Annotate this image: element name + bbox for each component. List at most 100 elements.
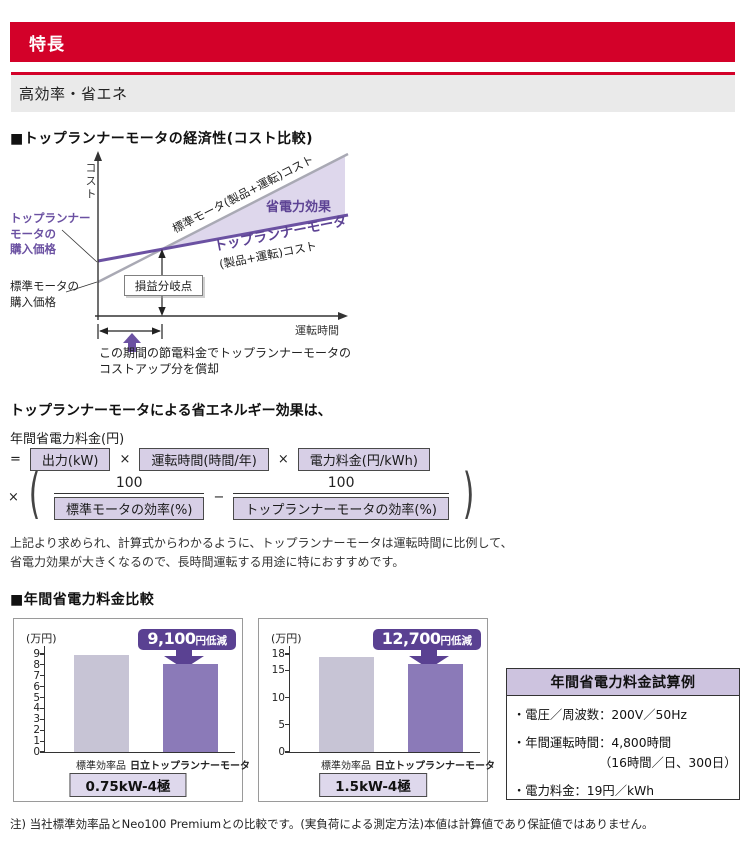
formula-box-hours: 運転時間(時間/年) xyxy=(139,448,269,471)
formula-box-std-efficiency: 標準モータの効率(%) xyxy=(53,496,205,520)
standard-price-label: 標準モータの 購入価格 xyxy=(10,279,79,310)
explanation-line2: 省電力効果が大きくなるので、長時間運転する用途に特におすすめです。 xyxy=(10,555,405,570)
bar-top-runner-motor xyxy=(408,664,463,752)
explanation-line1: 上記より求められ、計算式からわかるように、トップランナーモータは運転時間に比例し… xyxy=(10,536,513,550)
chart-y-axis xyxy=(44,646,46,752)
y-tick-label: 9 xyxy=(33,648,40,660)
saving-badge: 9,100 円低減 xyxy=(138,629,236,650)
y-tick-mark xyxy=(285,724,289,726)
y-tick-label: 1 xyxy=(33,735,40,748)
break-even-arrow-up xyxy=(158,249,166,258)
chart-unit-label: (万円) xyxy=(271,632,302,645)
bracket-arrow-left xyxy=(99,327,108,335)
y-tick-label: 15 xyxy=(271,664,285,677)
bar-standard-motor xyxy=(319,657,374,752)
estimation-line-hours: ・年間運転時間：4,800時間 xyxy=(513,736,672,750)
y-tick-label: 10 xyxy=(271,691,285,704)
chart-panel-15kw: (万円) 12,700 円低減 1.5kW-4極 0 5 10 15 18 標準効率品 日立… xyxy=(258,618,495,802)
motor-model-box: 0.75kW-4極 xyxy=(69,773,187,797)
estimation-line-price: ・電力料金：19円／kWh xyxy=(513,784,655,798)
diagram-canvas xyxy=(61,151,349,352)
y-tick-mark xyxy=(285,653,289,655)
motor-model-box: 1.5kW-4極 xyxy=(319,773,427,797)
top-runner-price-label: トップランナー モータの 購入価格 xyxy=(10,211,91,258)
chart-y-axis xyxy=(289,646,291,752)
y-tick-mark xyxy=(40,653,44,655)
saving-badge: 12,700 円低減 xyxy=(372,629,481,650)
open-paren: ( xyxy=(28,462,41,525)
top-runner-price-line2: モータの xyxy=(10,226,56,241)
saving-arrow-icon xyxy=(421,649,437,657)
standard-price-line2: 購入価格 xyxy=(10,294,56,309)
y-tick-label: 2 xyxy=(33,724,40,737)
y-tick-mark xyxy=(285,751,289,753)
y-tick-label: 4 xyxy=(33,702,40,715)
formula-intro: トップランナーモータによる省エネルギー効果は、 xyxy=(10,403,332,419)
top-runner-price-connector xyxy=(61,229,98,263)
y-axis-label: コスト xyxy=(84,162,97,201)
category-label: 標準効率品 xyxy=(321,761,371,772)
y-tick-label: 0 xyxy=(33,746,40,758)
x-axis-arrow xyxy=(338,312,348,320)
minus-sign: − xyxy=(213,489,225,505)
y-tick-label: 18 xyxy=(271,648,285,660)
y-tick-label: 6 xyxy=(33,680,40,693)
y-tick-label: 5 xyxy=(33,691,40,704)
header-banner: 特長 xyxy=(10,22,735,62)
standard-price-line1: 標準モータの xyxy=(10,279,79,293)
top-runner-price-line1: トップランナー xyxy=(10,211,91,225)
y-axis-arrow xyxy=(94,151,102,161)
saving-badge-amount: 9,100 xyxy=(147,629,196,648)
section-title-economy: ■トップランナーモータの経済性(コスト比較) xyxy=(10,131,314,147)
saving-effect-label: 省電力効果 xyxy=(266,200,332,215)
numerator: 100 xyxy=(327,474,355,491)
estimation-line-hours-detail: （16時間／日、300日） xyxy=(599,756,737,770)
amortize-up-arrow-icon xyxy=(123,333,141,352)
formula-box-top-efficiency: トップランナーモータの効率(%) xyxy=(233,496,449,520)
chart-unit-label: (万円) xyxy=(26,632,57,645)
estimation-box-body: ・電圧／周波数：200V／50Hz ・年間運転時間：4,800時間 （16時間／… xyxy=(507,696,739,799)
saving-arrow-icon xyxy=(176,649,192,657)
formula-box-price: 電力料金(円/kWh) xyxy=(297,448,430,471)
fraction-rule xyxy=(233,492,449,494)
y-tick-label: 7 xyxy=(33,669,40,682)
estimation-box-title: 年間省電力料金試算例 xyxy=(507,669,739,696)
formula-row-2: × ( 100 標準モータの効率(%) − 100 トップランナーモータの効率(… xyxy=(8,462,479,525)
y-tick-label: 8 xyxy=(33,658,40,671)
y-tick-label: 3 xyxy=(33,713,40,726)
bracket-arrow-right xyxy=(152,327,161,335)
category-label: 日立トップランナーモータ xyxy=(130,761,250,772)
bar-standard-motor xyxy=(74,654,129,752)
y-tick-mark xyxy=(40,686,44,688)
diagram-caption: この期間の節電料金でトップランナーモータの コストアップ分を償却 xyxy=(99,345,351,377)
fraction-top-runner: 100 トップランナーモータの効率(%) xyxy=(233,475,449,520)
equals-sign: = xyxy=(10,452,21,467)
y-tick-mark xyxy=(40,675,44,677)
diagram-caption-line2: コストアップ分を償却 xyxy=(99,362,220,377)
formula-result-label: 年間省電力料金(円) xyxy=(10,432,125,447)
saving-badge-amount: 12,700 xyxy=(381,629,441,648)
bar-top-runner-motor xyxy=(163,664,218,752)
y-tick-mark xyxy=(40,718,44,720)
formula-box-output: 出力(kW) xyxy=(29,448,111,471)
close-paren: ) xyxy=(462,462,475,525)
times-sign: × xyxy=(119,452,131,467)
fraction-rule xyxy=(53,492,205,494)
y-tick-mark xyxy=(40,740,44,742)
standard-cost-line xyxy=(97,152,349,284)
cost-comparison-diagram: コスト 運転時間 標準モータ(製品+運転)コスト 省電力効果 トップランナーモー… xyxy=(10,150,355,384)
estimation-line-voltage: ・電圧／周波数：200V／50Hz xyxy=(513,708,687,722)
y-tick-label: 5 xyxy=(278,718,285,731)
fraction-standard: 100 標準モータの効率(%) xyxy=(53,475,205,520)
x-axis-label: 運転時間 xyxy=(295,324,339,337)
estimation-box: 年間省電力料金試算例 ・電圧／周波数：200V／50Hz ・年間運転時間：4,8… xyxy=(506,668,740,800)
formula-row-1: = 出力(kW) × 運転時間(時間/年) × 電力料金(円/kWh) xyxy=(10,448,430,471)
break-even-box: 損益分岐点 xyxy=(124,275,203,296)
standard-price-connector xyxy=(65,281,98,293)
break-even-arrow-down xyxy=(158,307,166,316)
diagram-caption-line1: この期間の節電料金でトップランナーモータの xyxy=(99,346,352,360)
sub-title: 高効率・省エネ xyxy=(19,85,128,103)
footnote: 注) 当社標準効率品とNeo100 Premiumとの比較です。(実負荷による測… xyxy=(10,817,654,831)
top-runner-cost-line xyxy=(97,213,349,263)
